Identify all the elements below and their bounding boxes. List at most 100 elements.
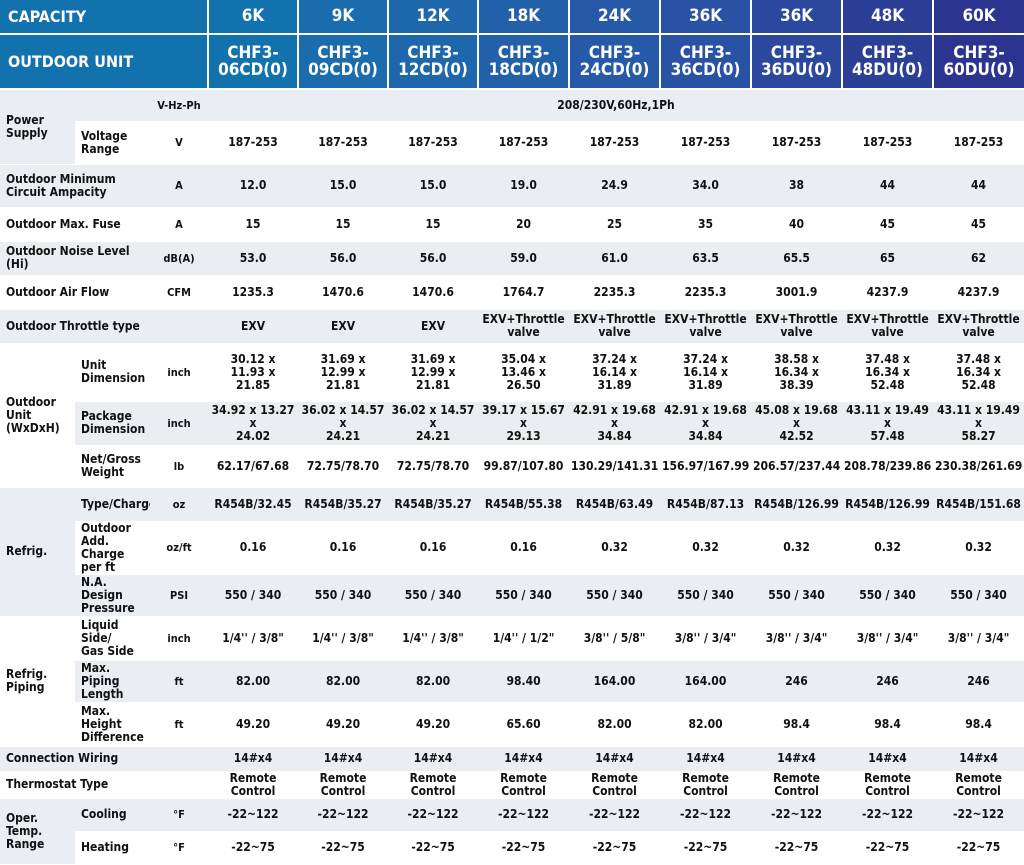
- value-cell: EXV+Throttle valve: [751, 309, 843, 344]
- pkg-dim-row: Package Dimension inch 34.92 x 13.27 x 24.…: [0, 401, 1024, 446]
- model-cell: CHF3- 09CD(0): [297, 34, 389, 90]
- value-cell: -22~75: [751, 831, 843, 865]
- value-cell: 45: [933, 207, 1024, 242]
- unit-cell: [150, 746, 209, 772]
- value-cell: 0.16: [208, 521, 299, 575]
- value-cell: -22~122: [933, 798, 1024, 832]
- pipe-len-row: Max. Piping Length ft 82.00 82.00 82.00 98.40…: [0, 660, 1024, 703]
- value-cell: 25: [569, 207, 661, 242]
- value-cell: 99.87/107.80: [478, 445, 570, 488]
- value-cell: 130.29/141.31: [569, 445, 661, 488]
- value-cell: 43.11 x 19.49 x 58.27: [933, 401, 1024, 446]
- value-cell: 246: [751, 660, 843, 703]
- group-label: Refrig.: [0, 487, 75, 617]
- value-cell: 82.00: [298, 660, 389, 703]
- row-label: Outdoor Air Flow: [0, 275, 150, 310]
- cooling-row: Oper. Temp. Range Cooling °F -22~122 -22~122…: [0, 798, 1024, 865]
- value-cell: 44: [933, 164, 1024, 208]
- value-cell: -22~122: [660, 798, 752, 832]
- value-cell: 72.75/78.70: [298, 445, 389, 488]
- value-cell: 45: [842, 207, 934, 242]
- model-cell: CHF3- 06CD(0): [207, 34, 299, 90]
- unit-cell: °F: [150, 831, 209, 865]
- value-cell: 550 / 340: [751, 574, 843, 617]
- value-cell: 164.00: [569, 660, 661, 703]
- value-cell: 14#x4: [842, 746, 934, 772]
- voltage-row: Voltage Range V 187-253 187-253 187-253 187-2…: [0, 121, 1024, 165]
- sub-label: Voltage Range: [75, 121, 150, 165]
- value-cell: R454B/87.13: [660, 487, 752, 522]
- value-cell: 1764.7: [478, 275, 570, 310]
- value-cell: 1235.3: [208, 275, 299, 310]
- value-cell: 56.0: [298, 241, 389, 276]
- sub-label: Liquid Side/ Gas Side: [75, 616, 150, 661]
- value-cell: 98.40: [478, 660, 570, 703]
- value-cell: 37.24 x 16.14 x 31.89: [660, 343, 752, 402]
- outdoor-unit-row: OUTDOOR UNIT CHF3- 06CD(0) CHF3- 09CD(0) CH…: [0, 34, 1024, 90]
- sub-label: Package Dimension: [75, 401, 150, 446]
- unit-cell: inch: [150, 401, 209, 446]
- model-cell: CHF3- 36CD(0): [659, 34, 752, 90]
- value-cell: 34.92 x 13.27 x 24.02: [208, 401, 299, 446]
- value-cell: -22~122: [208, 798, 299, 832]
- value-cell: 0.32: [660, 521, 752, 575]
- value-cell: 40: [751, 207, 843, 242]
- value-cell: 1/4'' / 3/8": [298, 616, 389, 661]
- value-cell: 15.0: [298, 164, 389, 208]
- unit-cell: oz: [150, 487, 209, 522]
- thermostat-row: Thermostat Type Remote Control Remote Cont…: [0, 771, 1024, 799]
- value-cell: 187-253: [660, 121, 752, 165]
- value-cell: 0.32: [569, 521, 661, 575]
- value-cell: EXV: [208, 309, 299, 344]
- value-cell: EXV: [298, 309, 389, 344]
- height-diff-row: Max. Height Difference ft 49.20 49.20 49.20 6…: [0, 702, 1024, 747]
- unit-cell: V-Hz-Ph: [150, 89, 209, 122]
- value-cell: 14#x4: [751, 746, 843, 772]
- value-cell: Remote Control: [388, 771, 479, 799]
- value-cell: 35: [660, 207, 752, 242]
- power-vhzph-row: Power Supply V-Hz-Ph 208/230V,60Hz,1Ph: [0, 89, 1024, 165]
- value-cell: 14#x4: [208, 746, 299, 772]
- sub-label: N.A. Design Pressure: [75, 574, 150, 617]
- value-cell: 45.08 x 19.68 x 42.52: [751, 401, 843, 446]
- value-cell: EXV+Throttle valve: [933, 309, 1024, 344]
- value-cell: 187-253: [478, 121, 570, 165]
- value-cell: R454B/35.27: [388, 487, 479, 522]
- value-cell: -22~122: [569, 798, 661, 832]
- airflow-row: Outdoor Air Flow CFM 1235.3 1470.6 1470.6 176…: [0, 275, 1024, 310]
- value-cell: 82.00: [569, 702, 661, 747]
- value-cell: 187-253: [298, 121, 389, 165]
- value-cell: 82.00: [660, 702, 752, 747]
- value-cell: 62: [933, 241, 1024, 276]
- value-cell: 1/4'' / 3/8": [388, 616, 479, 661]
- value-cell: 30.12 x 11.93 x 21.85: [208, 343, 299, 402]
- value-cell: R454B/55.38: [478, 487, 570, 522]
- value-cell: -22~75: [298, 831, 389, 865]
- value-cell: Remote Control: [478, 771, 570, 799]
- value-cell: 49.20: [388, 702, 479, 747]
- value-cell: 42.91 x 19.68 x 34.84: [569, 401, 661, 446]
- value-cell: 3/8'' / 5/8": [569, 616, 661, 661]
- value-cell: 98.4: [842, 702, 934, 747]
- value-cell: 37.48 x 16.34 x 52.48: [842, 343, 934, 402]
- value-cell: 14#x4: [388, 746, 479, 772]
- value-cell: 59.0: [478, 241, 570, 276]
- value-cell: 4237.9: [933, 275, 1024, 310]
- value-cell: 98.4: [933, 702, 1024, 747]
- value-cell: 550 / 340: [478, 574, 570, 617]
- value-cell: R454B/126.99: [751, 487, 843, 522]
- value-cell: R454B/35.27: [298, 487, 389, 522]
- capacity-row: CAPACITY 6K 9K 12K 18K 24K 36K 36K 48K 60K: [0, 0, 1024, 35]
- value-cell: 2235.3: [569, 275, 661, 310]
- value-cell: -22~122: [751, 798, 843, 832]
- value-cell: 187-253: [388, 121, 479, 165]
- capacity-label: CAPACITY: [0, 0, 209, 35]
- sub-label: Net/Gross Weight: [75, 445, 150, 488]
- unit-cell: inch: [150, 616, 209, 661]
- value-cell: 36.02 x 14.57 x 24.21: [388, 401, 479, 446]
- value-cell: -22~122: [478, 798, 570, 832]
- value-cell: 14#x4: [933, 746, 1024, 772]
- sub-label: Unit Dimension: [75, 343, 150, 402]
- value-cell: 187-253: [842, 121, 934, 165]
- value-cell: 82.00: [388, 660, 479, 703]
